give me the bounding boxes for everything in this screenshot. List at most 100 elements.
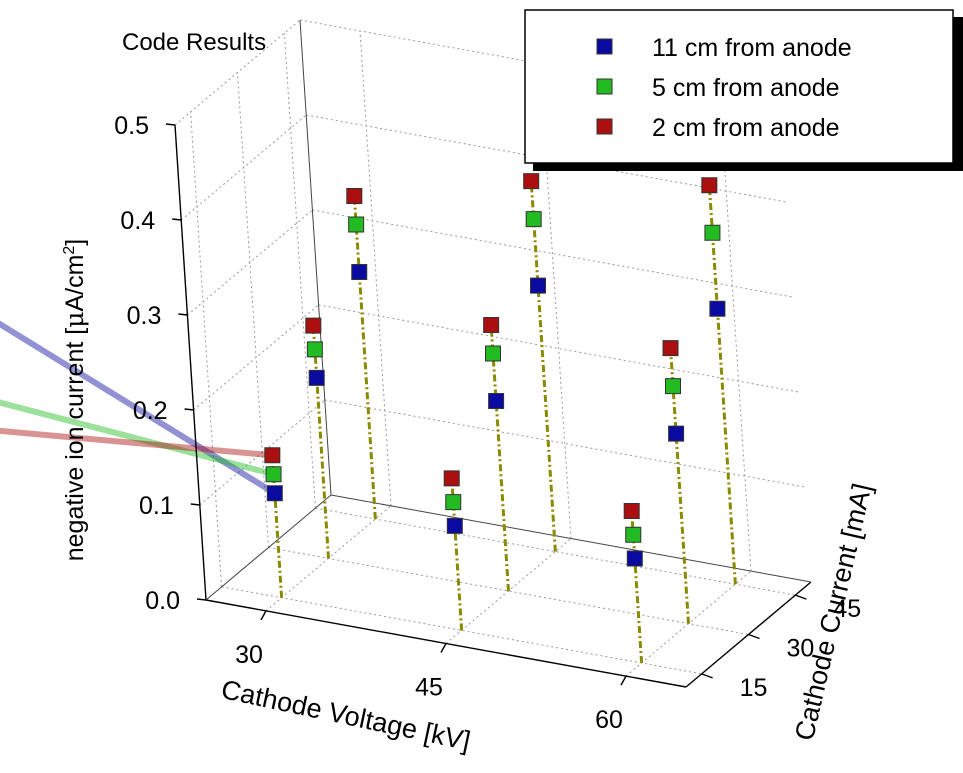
legend-label: 5 cm from anode	[652, 74, 840, 102]
floor-edge-line	[330, 494, 812, 583]
data-point	[308, 369, 325, 386]
legend-marker	[596, 78, 613, 95]
data-point	[445, 494, 462, 511]
z-tick-label: 0.5	[114, 112, 149, 140]
grid-line	[283, 33, 316, 509]
data-point	[623, 503, 640, 519]
grid-line	[180, 114, 307, 221]
grid-line	[318, 304, 799, 393]
legend-box	[524, 9, 954, 164]
data-point	[266, 485, 283, 502]
data-point	[264, 447, 281, 464]
z-label-sup: 2	[61, 246, 78, 255]
z-tick-mark	[190, 503, 200, 506]
z-label-mu: μ	[60, 312, 89, 328]
data-point	[351, 264, 368, 280]
z-tick-mark	[184, 408, 194, 411]
x-tick-labels: 30 45 60	[235, 641, 623, 734]
z-tick-mark	[165, 123, 176, 126]
trend-line	[0, 399, 277, 478]
data-point	[709, 300, 726, 317]
axis-lines	[165, 19, 812, 688]
data-point	[525, 211, 542, 228]
trend-line	[0, 427, 276, 459]
data-point	[483, 317, 500, 333]
stem-line	[311, 325, 330, 559]
z-tick-mark	[172, 218, 182, 221]
z-label-pre: negative ion current [	[61, 328, 89, 562]
grid-line	[174, 19, 301, 126]
y-tick-label: 30	[787, 635, 815, 663]
z-axis-label: negative ion current [μA/cm2]	[60, 239, 89, 562]
x-tick-mark	[260, 610, 267, 621]
data-markers	[264, 173, 726, 567]
stem-line	[270, 455, 284, 598]
stems	[270, 181, 737, 664]
z-label-post: A/cm	[61, 255, 89, 312]
data-point	[305, 317, 322, 334]
floor-edge-line	[205, 494, 332, 601]
z-tick-label: 0.2	[133, 397, 168, 425]
grid-line	[268, 547, 749, 635]
x-tick-mark	[440, 643, 447, 653]
data-point	[704, 224, 721, 241]
z-tick-label: 0.4	[120, 207, 155, 235]
z-tick-label: 0.1	[139, 492, 174, 520]
y-tick-labels: 15 30 45	[740, 595, 862, 702]
stem-line	[352, 195, 377, 520]
z-label-end: ]	[61, 239, 89, 246]
grid-line	[359, 30, 392, 506]
data-point	[625, 526, 642, 543]
data-point	[446, 517, 463, 534]
legend-marker	[596, 38, 613, 55]
data-point	[485, 345, 501, 362]
data-point	[348, 216, 365, 233]
data-point	[523, 173, 540, 190]
grid-line	[190, 111, 223, 587]
z-tick-label: 0.0	[145, 587, 180, 615]
legend-label: 11 cm from anode	[652, 34, 852, 62]
legend-label: 2 cm from anode	[652, 114, 840, 142]
grid-line	[221, 586, 702, 675]
grid-line	[312, 209, 793, 298]
y-tick-label: 15	[740, 674, 768, 702]
data-point	[488, 393, 505, 409]
z-axis-line	[174, 124, 207, 601]
grid-line	[199, 399, 326, 506]
z-tick-mark	[196, 598, 207, 601]
y-tick-mark	[795, 594, 807, 600]
x-tick-label: 45	[415, 674, 443, 702]
trend-lines	[0, 320, 278, 497]
stem-line	[529, 181, 557, 552]
legend: 11 cm from anode 5 cm from anode 2 cm from…	[524, 9, 963, 171]
data-point	[662, 340, 679, 357]
data-point	[265, 466, 282, 483]
data-point	[626, 550, 643, 567]
left-wall-pane	[175, 20, 331, 600]
wall-edge-line	[299, 19, 332, 496]
y-tick-mark	[748, 633, 760, 640]
z-tick-mark	[178, 313, 188, 316]
x-tick-mark	[620, 675, 627, 686]
y-tick-mark	[701, 673, 713, 679]
data-point	[665, 378, 681, 395]
data-point	[701, 177, 718, 194]
data-point	[306, 341, 323, 358]
grid-line	[315, 507, 796, 596]
stem-line	[707, 185, 737, 585]
grid-line	[324, 399, 805, 488]
x-tick-label: 60	[595, 706, 623, 734]
y-tick-label: 45	[833, 595, 861, 623]
z-tick-label: 0.3	[127, 302, 162, 330]
legend-marker	[596, 118, 613, 135]
chart-title: Code Results	[122, 29, 266, 56]
grid-line	[193, 304, 319, 411]
z-tick-labels: 0.0 0.1 0.2 0.3 0.4 0.5	[114, 112, 180, 615]
data-point	[346, 188, 363, 204]
data-point	[530, 277, 547, 294]
data-point	[443, 470, 460, 487]
trend-line	[0, 320, 278, 497]
grid-line	[187, 209, 313, 316]
data-point	[668, 425, 685, 442]
